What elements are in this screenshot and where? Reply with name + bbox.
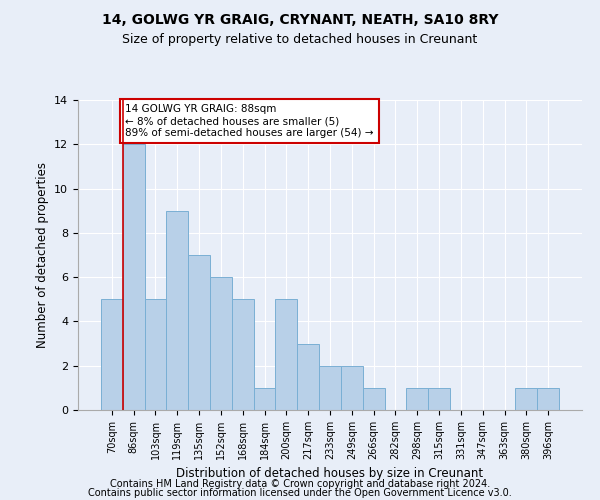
Text: Distribution of detached houses by size in Creunant: Distribution of detached houses by size … — [176, 467, 484, 480]
Text: 14 GOLWG YR GRAIG: 88sqm
← 8% of detached houses are smaller (5)
89% of semi-det: 14 GOLWG YR GRAIG: 88sqm ← 8% of detache… — [125, 104, 373, 138]
Text: Contains HM Land Registry data © Crown copyright and database right 2024.: Contains HM Land Registry data © Crown c… — [110, 479, 490, 489]
Bar — [101, 300, 123, 410]
Text: Size of property relative to detached houses in Creunant: Size of property relative to detached ho… — [122, 32, 478, 46]
Text: Contains public sector information licensed under the Open Government Licence v3: Contains public sector information licen… — [88, 488, 512, 498]
Bar — [123, 144, 145, 410]
Bar — [297, 344, 319, 410]
Bar — [341, 366, 363, 410]
Bar — [188, 255, 210, 410]
Bar — [319, 366, 341, 410]
Bar — [232, 300, 254, 410]
Text: 14, GOLWG YR GRAIG, CRYNANT, NEATH, SA10 8RY: 14, GOLWG YR GRAIG, CRYNANT, NEATH, SA10… — [102, 12, 498, 26]
Bar — [145, 300, 166, 410]
Y-axis label: Number of detached properties: Number of detached properties — [35, 162, 49, 348]
Bar — [406, 388, 428, 410]
Bar — [210, 277, 232, 410]
Bar — [166, 210, 188, 410]
Bar — [428, 388, 450, 410]
Bar — [363, 388, 385, 410]
Bar — [254, 388, 275, 410]
Bar — [537, 388, 559, 410]
Bar — [515, 388, 537, 410]
Bar — [275, 300, 297, 410]
